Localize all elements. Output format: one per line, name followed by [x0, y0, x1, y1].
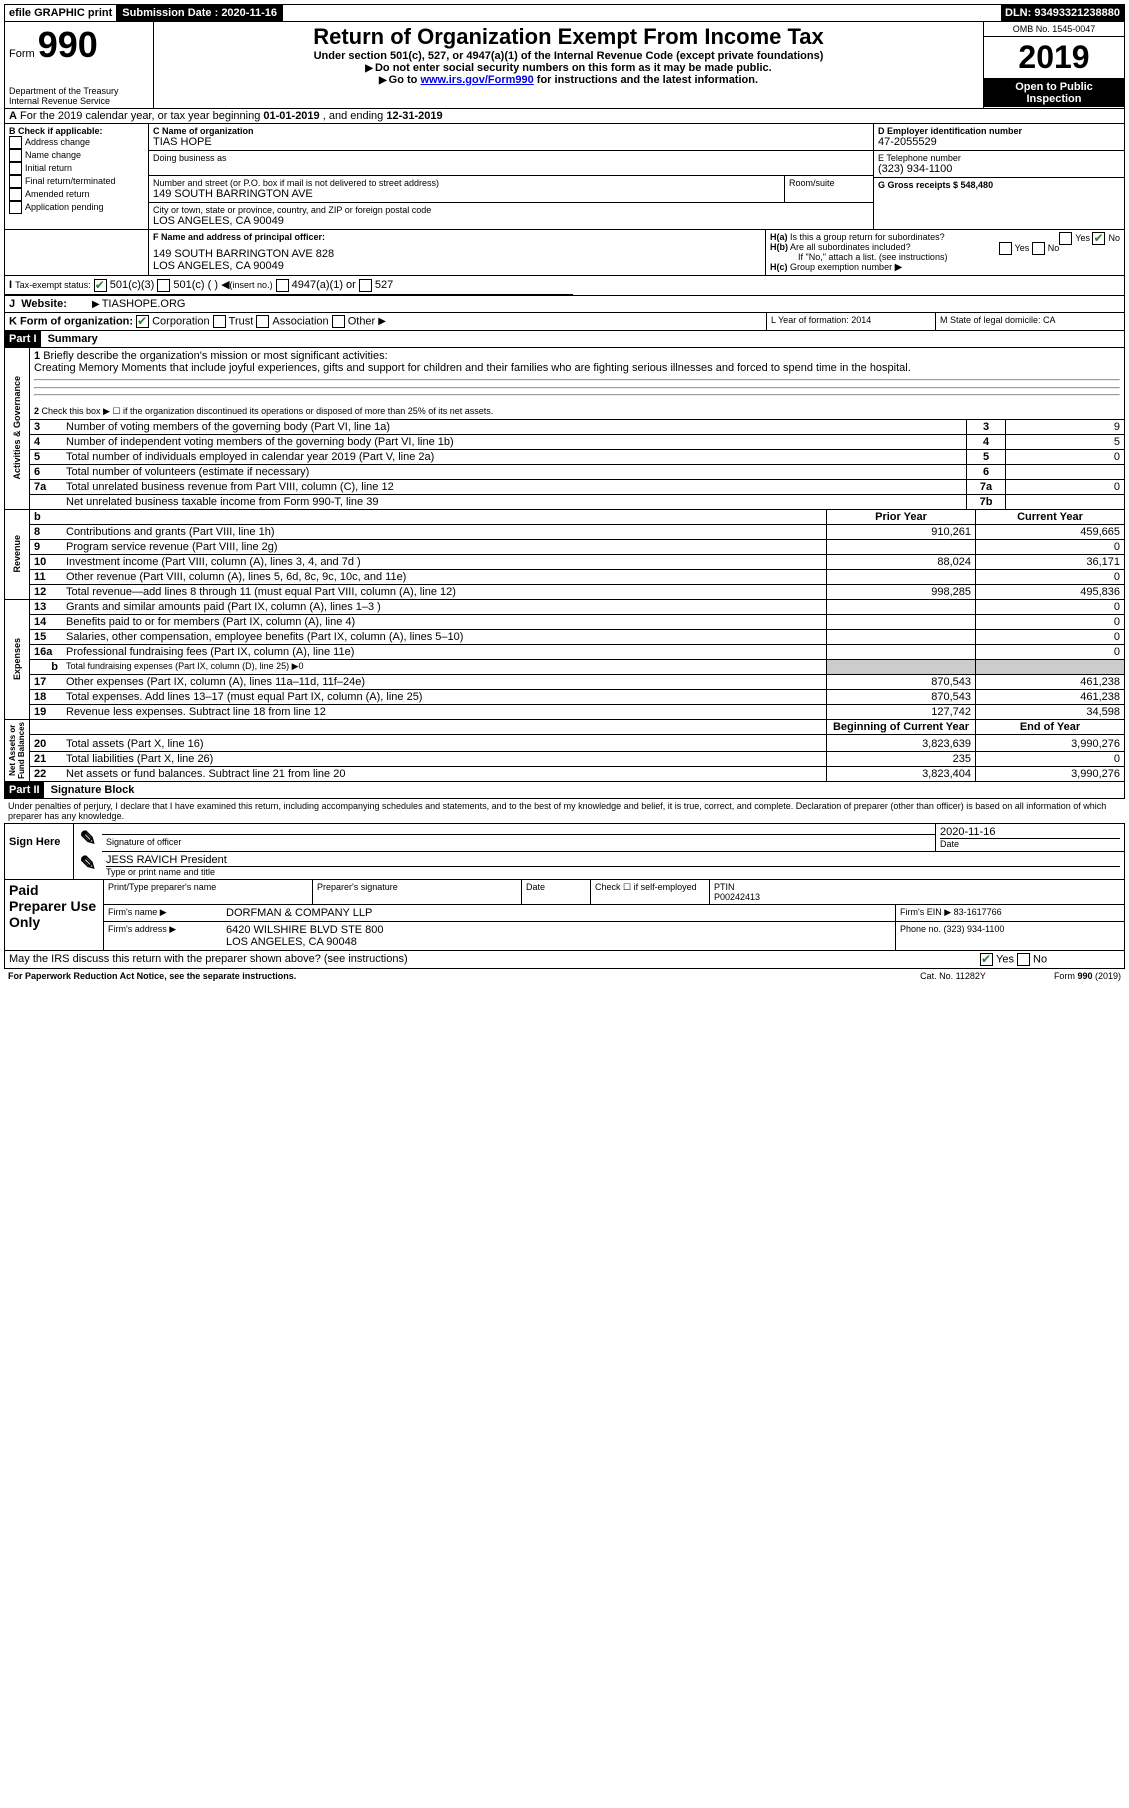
mission-text: Creating Memory Moments that include joy… [34, 362, 911, 374]
website: TIASHOPE.ORG [102, 298, 186, 310]
officer-name: JESS RAVICH President [106, 854, 1120, 867]
year-formation: L Year of formation: 2014 [766, 313, 935, 330]
irs-link[interactable]: www.irs.gov/Form990 [420, 74, 533, 86]
firm-ein: Firm's EIN ▶ 83-1617766 [895, 905, 1124, 921]
footer-form: Form 990 (2019) [1050, 969, 1125, 983]
submission-date: Submission Date : 2020-11-16 [116, 5, 283, 21]
part1-header: Part I Summary [4, 331, 1125, 348]
firm-phone: Phone no. (323) 934-1100 [895, 922, 1124, 950]
form-header: Form 990 Department of the TreasuryInter… [4, 22, 1125, 109]
tax-year: 2019 [984, 37, 1124, 79]
omb: OMB No. 1545-0047 [984, 22, 1124, 37]
netassets-section: Net Assets orFund Balances Beginning of … [4, 720, 1125, 782]
revenue-section: Revenue bPrior YearCurrent Year 8Contrib… [4, 510, 1125, 600]
rev-label: Revenue [12, 535, 22, 573]
form-title: Return of Organization Exempt From Incom… [158, 24, 979, 50]
ag-label: Activities & Governance [12, 376, 22, 480]
efile-label[interactable]: efile GRAPHIC print [5, 5, 116, 21]
form-subtitle: Under section 501(c), 527, or 4947(a)(1)… [158, 50, 979, 62]
j-row: J Website: TIASHOPE.ORG [4, 296, 1125, 313]
dept: Department of the TreasuryInternal Reven… [9, 86, 149, 106]
gross-receipts: G Gross receipts $ 548,480 [878, 180, 1120, 190]
phone: (323) 934-1100 [878, 163, 1120, 175]
discuss-row: May the IRS discuss this return with the… [4, 951, 1125, 969]
dln: DLN: 93493321238880 [1001, 5, 1124, 21]
form-label: Form [9, 48, 35, 60]
state-domicile: M State of legal domicile: CA [935, 313, 1124, 330]
org-street: 149 SOUTH BARRINGTON AVE [153, 188, 780, 200]
na-label: Net Assets orFund Balances [8, 722, 26, 779]
expenses-section: Expenses 13Grants and similar amounts pa… [4, 600, 1125, 720]
form-number: 990 [38, 24, 98, 65]
klm-row: K Form of organization: Corporation Trus… [4, 313, 1125, 331]
firm-name: DORFMAN & COMPANY LLP [222, 905, 895, 921]
fh-row: F Name and address of principal officer:… [4, 230, 1125, 276]
part2-header: Part II Signature Block [4, 782, 1125, 799]
ein: 47-2055529 [878, 136, 1120, 148]
ag-table: 3Number of voting members of the governi… [30, 419, 1124, 509]
entity-area: B Check if applicable: Address change Na… [4, 124, 1125, 230]
paid-preparer-block: Paid Preparer Use Only Print/Type prepar… [4, 880, 1125, 951]
open-inspection: Open to Public Inspection [984, 79, 1124, 107]
org-name: TIAS HOPE [153, 136, 869, 148]
period-line: A For the 2019 calendar year, or tax yea… [4, 109, 1125, 124]
sign-here-block: Sign Here ✎✎ Signature of officer 2020-1… [4, 823, 1125, 880]
top-bar: efile GRAPHIC print Submission Date : 20… [4, 4, 1125, 22]
note1: Do not enter social security numbers on … [375, 62, 772, 74]
perjury-decl: Under penalties of perjury, I declare th… [4, 799, 1125, 823]
org-city: LOS ANGELES, CA 90049 [153, 215, 869, 227]
ij-row: I Tax-exempt status: 501(c)(3) 501(c) ( … [4, 276, 1125, 296]
footer: For Paperwork Reduction Act Notice, see … [4, 969, 1125, 983]
part1-body: Activities & Governance 1 Briefly descri… [4, 348, 1125, 510]
exp-label: Expenses [12, 638, 22, 680]
